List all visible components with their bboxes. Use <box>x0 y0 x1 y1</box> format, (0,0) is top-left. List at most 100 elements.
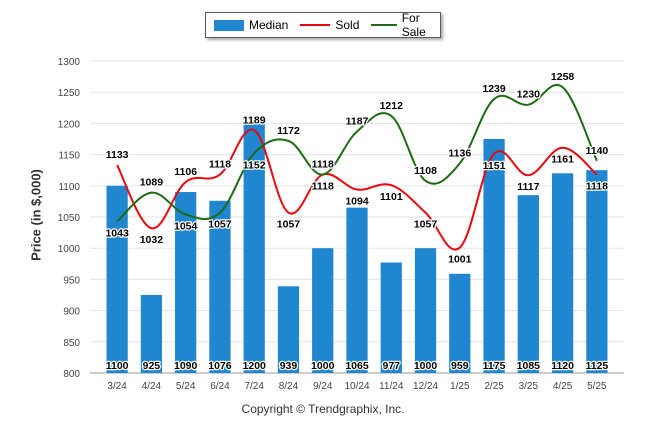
y-tick-label: 1250 <box>58 88 81 99</box>
sold-value-label: 1118 <box>312 159 334 171</box>
forsale-value-label: 1212 <box>380 100 404 112</box>
x-tick-label: 5/25 <box>587 381 607 392</box>
x-tick-label: 1/25 <box>450 381 470 392</box>
y-tick-label: 1050 <box>58 213 81 224</box>
forsale-swatch <box>371 24 397 26</box>
x-tick-label: 3/25 <box>519 381 539 392</box>
median-value-label: 1065 <box>345 360 369 372</box>
median-value-label: 1175 <box>483 360 506 372</box>
median-bar <box>551 173 574 373</box>
sold-value-label: 1118 <box>586 181 608 193</box>
median-bar <box>346 207 368 373</box>
y-tick-label: 900 <box>63 307 80 318</box>
y-axis-ticks: 800 850 900 950 1000 1050 1100 1150 1200 1250 1300 <box>58 57 81 380</box>
x-tick-label: 9/24 <box>313 381 333 392</box>
sold-value-label: 1032 <box>140 234 164 246</box>
forsale-value-label: 1239 <box>482 83 506 95</box>
x-tick-label: 8/24 <box>279 381 299 392</box>
median-bar <box>312 248 334 373</box>
sold-swatch <box>300 24 331 26</box>
sold-value-label: 1189 <box>243 114 266 126</box>
x-tick-label: 12/24 <box>413 381 438 392</box>
forsale-value-label: 1043 <box>105 227 129 239</box>
legend: Median Sold For Sale <box>205 11 441 39</box>
sold-value-label: 1106 <box>174 166 197 178</box>
x-tick-label: 4/24 <box>142 381 162 392</box>
median-value-label: 977 <box>383 360 401 372</box>
median-value-label: 1076 <box>208 360 232 372</box>
forsale-value-label: 1187 <box>346 116 369 128</box>
trend-lines <box>116 83 598 251</box>
forsale-value-label: 1136 <box>448 147 471 159</box>
forsale-value-label: 1140 <box>585 145 608 157</box>
y-tick-label: 800 <box>63 369 80 380</box>
y-tick-label: 1000 <box>58 244 81 255</box>
legend-item-forsale[interactable]: For Sale <box>371 11 440 39</box>
x-tick-label: 5/24 <box>176 381 196 392</box>
median-bar <box>106 185 128 373</box>
x-tick-label: 10/24 <box>344 381 369 392</box>
legend-item-sold[interactable]: Sold <box>300 18 359 32</box>
sold-line <box>116 128 598 251</box>
median-bar <box>175 192 197 373</box>
median-bar <box>414 248 437 373</box>
y-tick-label: 850 <box>63 338 80 349</box>
forsale-value-label: 1089 <box>140 177 164 189</box>
forsale-value-label: 1230 <box>517 89 541 101</box>
forsale-value-label: 1258 <box>551 71 575 83</box>
median-value-label: 939 <box>280 360 298 372</box>
median-bar <box>483 139 505 373</box>
y-axis-label: Price (in $,000) <box>28 169 44 261</box>
sold-value-label: 1057 <box>277 219 301 231</box>
median-bar <box>517 195 539 373</box>
median-value-label: 959 <box>451 360 469 372</box>
forsale-value-label: 1152 <box>243 159 266 171</box>
forsale-value-label: 1054 <box>174 221 198 233</box>
y-tick-label: 1150 <box>58 151 80 162</box>
median-value-label: 1090 <box>174 360 198 372</box>
sold-value-label: 1118 <box>209 159 231 171</box>
sold-value-label: 1151 <box>483 160 506 172</box>
forsale-value-label: 1172 <box>277 125 300 137</box>
x-tick-label: 7/24 <box>244 381 264 392</box>
median-bar <box>243 123 265 374</box>
median-bar <box>140 295 163 373</box>
forsale-value-label: 1108 <box>414 165 437 177</box>
median-value-label: 1000 <box>414 360 438 372</box>
median-value-label: 1200 <box>243 360 267 372</box>
median-value-label: 1100 <box>106 360 129 372</box>
median-swatch <box>214 19 244 31</box>
copyright-text: Copyright © Trendgraphix, Inc. <box>241 402 405 416</box>
y-tick-label: 1300 <box>58 57 81 68</box>
y-tick-label: 1100 <box>58 182 80 193</box>
legend-sold-label: Sold <box>335 18 360 32</box>
median-value-label: 1085 <box>517 360 541 372</box>
median-bar <box>586 170 608 373</box>
median-value-label: 1120 <box>551 360 574 372</box>
x-tick-label: 11/24 <box>379 381 404 392</box>
median-bar <box>380 262 402 373</box>
median-bar <box>277 286 300 373</box>
sold-value-label: 1101 <box>380 191 403 203</box>
data-labels: 1100 925 1090 1076 1200 939 1000 1065 977 1000 959… <box>104 70 609 373</box>
legend-forsale-label: For Sale <box>401 11 426 39</box>
sold-value-label: 1094 <box>345 196 369 208</box>
sold-value-label: 1057 <box>414 219 438 231</box>
forsale-value-label: 1118 <box>312 181 334 193</box>
forsale-line <box>116 83 598 223</box>
sold-value-label: 1117 <box>517 181 539 193</box>
median-bar <box>209 200 231 373</box>
legend-item-median[interactable]: Median <box>214 18 288 32</box>
x-tick-label: 6/24 <box>210 381 230 392</box>
y-tick-label: 950 <box>63 275 80 286</box>
forsale-value-label: 1057 <box>208 219 232 231</box>
x-tick-label: 3/24 <box>107 381 127 392</box>
median-bar <box>449 273 471 373</box>
sold-value-label: 1133 <box>106 149 129 161</box>
median-bars <box>106 123 608 374</box>
legend-median-label: Median <box>249 18 289 32</box>
median-value-label: 1125 <box>585 360 608 372</box>
sold-value-label: 1161 <box>551 154 574 166</box>
x-axis-ticks: 3/24 4/24 5/24 6/24 7/24 8/24 9/24 10/24 11/24 12… <box>107 381 607 392</box>
